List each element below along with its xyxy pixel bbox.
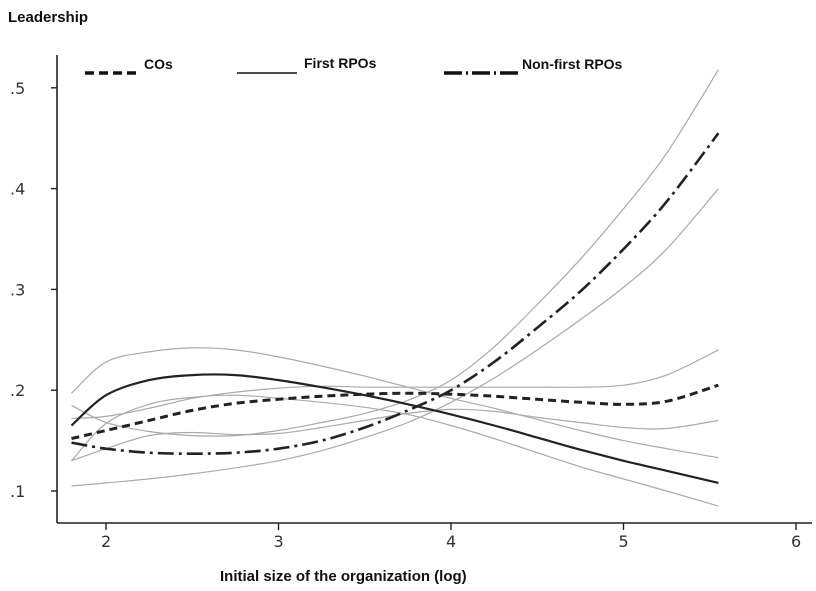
ci-lower-line-2 (71, 188, 719, 487)
x-tick-label: 4 (446, 532, 456, 551)
y-tick-label: .5 (10, 79, 25, 98)
y-tick-label: .1 (10, 482, 25, 501)
series-line-1 (70, 373, 719, 484)
y-tick-label: .2 (10, 381, 25, 400)
confidence-bands (71, 69, 719, 507)
legend-label-cos: COs (144, 56, 173, 72)
legend-label-first-rpos: First RPOs (304, 55, 377, 71)
ci-lower-line-0 (71, 408, 719, 462)
ci-upper-line-0 (71, 349, 719, 419)
series-line-0 (71, 383, 719, 441)
series-line-2 (71, 132, 720, 456)
x-tick-label: 2 (101, 532, 111, 551)
ci-upper-line-1 (71, 347, 719, 459)
y-ticks: .1 .2 .3 .4 .5 (10, 79, 57, 501)
series-lines (70, 132, 720, 484)
legend-label-non-first-rpos: Non-first RPOs (522, 56, 623, 72)
y-tick-label: .3 (10, 280, 25, 299)
chart-title: Leadership (8, 9, 88, 26)
ci-lower-line-1 (71, 394, 719, 507)
x-tick-label: 6 (791, 532, 801, 551)
x-axis-label: Initial size of the organization (log) (220, 568, 467, 585)
x-ticks: 2 3 4 5 6 (101, 523, 801, 551)
legend: COs First RPOs Non-first RPOs (85, 55, 623, 75)
y-tick-label: .4 (10, 180, 25, 199)
ci-upper-line-2 (71, 69, 719, 437)
x-tick-label: 3 (274, 532, 284, 551)
x-tick-label: 5 (619, 532, 629, 551)
